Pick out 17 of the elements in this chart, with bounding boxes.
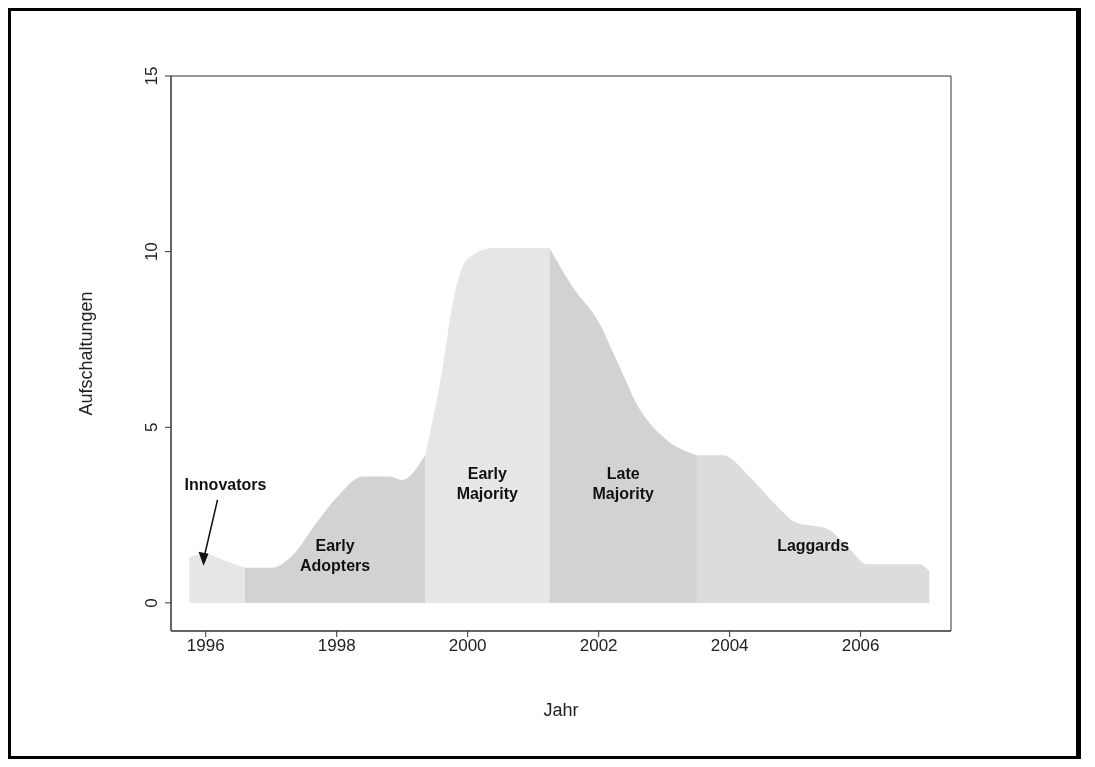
y-tick-label: 0 bbox=[142, 598, 161, 608]
x-tick-label: 2002 bbox=[579, 636, 618, 656]
x-tick-label: 2004 bbox=[710, 636, 749, 656]
x-axis-title: Jahr bbox=[543, 700, 579, 720]
x-tick-label: 2006 bbox=[841, 636, 880, 656]
series-label: Late Majority bbox=[592, 464, 654, 502]
series-label: Laggards bbox=[777, 537, 850, 555]
x-tick-label: 1996 bbox=[186, 636, 225, 656]
y-axis-title: Aufschaltungen bbox=[76, 291, 97, 416]
y-tick-label: 15 bbox=[142, 66, 161, 86]
x-tick-label: 1998 bbox=[317, 636, 356, 656]
series-label: Early Adopters bbox=[299, 537, 371, 575]
y-tick-label: 5 bbox=[142, 422, 161, 432]
text: Innovators bbox=[184, 475, 267, 493]
series-label: Early Majority bbox=[456, 464, 519, 502]
y-tick-label: 10 bbox=[142, 242, 161, 262]
x-tick-label: 2000 bbox=[448, 636, 487, 656]
